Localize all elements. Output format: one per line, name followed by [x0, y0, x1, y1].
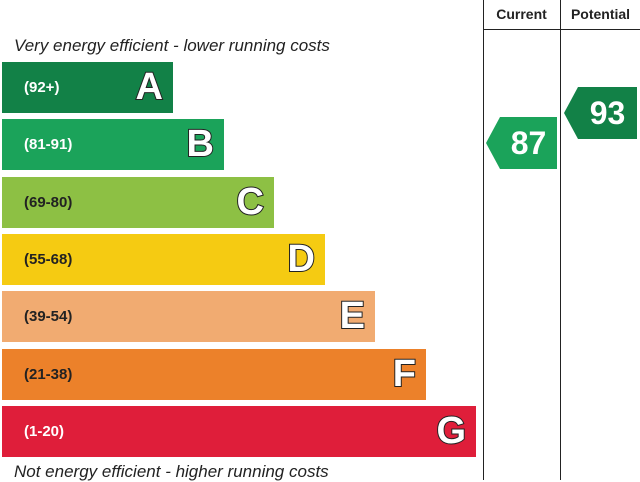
potential-rating-value: 93: [589, 95, 626, 132]
band-a-range: (92+): [24, 79, 60, 96]
band-b: (81-91) B: [2, 119, 224, 171]
band-e: (39-54) E: [2, 291, 375, 343]
current-header: Current: [496, 6, 547, 22]
top-caption: Very energy efficient - lower running co…: [14, 36, 330, 55]
current-rating-arrow: [486, 117, 557, 170]
band-c: (69-80) C: [2, 176, 274, 228]
band-a: (92+) A: [2, 62, 173, 113]
potential-header: Potential: [570, 6, 631, 22]
band-d-letter: D: [287, 237, 316, 281]
band-f-letter: F: [392, 352, 417, 396]
band-f: (21-38) F: [2, 348, 426, 400]
potential-rating-marker: 93: [564, 87, 637, 140]
potential-column-divider: [560, 0, 561, 480]
current-rating-marker: 87: [486, 117, 557, 170]
current-column-divider: [483, 0, 484, 480]
header-underline: [483, 29, 640, 30]
band-d-range: (55-68): [24, 250, 73, 268]
band-g: (1-20) G: [2, 405, 476, 457]
band-e-range: (39-54): [24, 308, 73, 326]
band-b-range: (81-91): [24, 136, 73, 154]
current-rating-value: 87: [510, 125, 547, 162]
band-e-letter: E: [339, 294, 366, 338]
potential-rating-arrow: [564, 87, 637, 140]
bottom-caption: Not energy efficient - higher running co…: [14, 462, 329, 481]
band-d: (55-68) D: [2, 233, 325, 285]
band-a-letter: A: [135, 65, 164, 109]
band-b-letter: B: [186, 122, 215, 166]
potential-rating-arrow-shape: [564, 87, 637, 140]
current-rating-arrow-shape: [486, 117, 557, 170]
band-f-range: (21-38): [24, 365, 73, 383]
band-c-letter: C: [236, 180, 265, 224]
band-g-letter: G: [435, 409, 467, 453]
band-g-range: (1-20): [24, 422, 65, 440]
band-c-range: (69-80): [24, 193, 73, 211]
